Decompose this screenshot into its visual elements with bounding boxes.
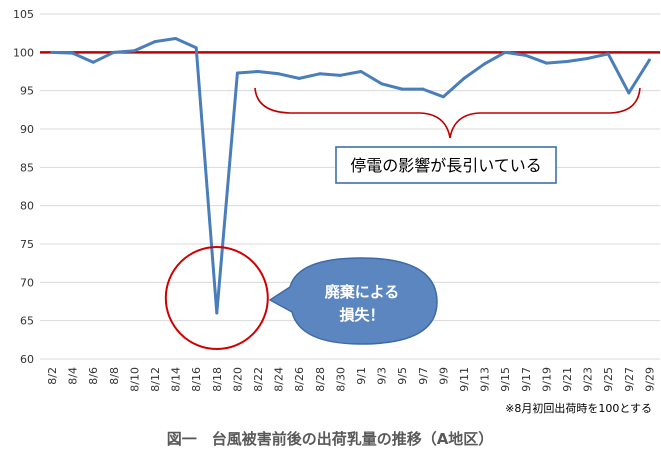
chart-note: ※8月初回出荷時を100とする	[505, 401, 652, 415]
x-tick-label: 9/13	[479, 367, 492, 392]
x-tick-label: 9/7	[417, 367, 430, 385]
y-tick-label: 105	[13, 8, 34, 21]
data-point	[91, 60, 95, 64]
data-point	[483, 62, 487, 66]
x-tick-label: 9/1	[355, 367, 368, 385]
outage-box	[335, 146, 557, 184]
x-tick-label: 8/2	[46, 367, 59, 385]
chart-title: 図一 台風被害前後の出荷乳量の推移（A地区）	[167, 430, 494, 448]
x-tick-label: 9/17	[520, 367, 533, 392]
data-point	[71, 51, 75, 55]
outage-text: 停電の影響が長引いている	[350, 156, 542, 175]
y-tick-label: 80	[20, 200, 34, 213]
data-point	[318, 72, 322, 76]
x-tick-label: 9/11	[458, 367, 471, 392]
data-point	[50, 50, 54, 54]
x-tick-label: 8/28	[314, 367, 327, 392]
x-tick-label: 9/19	[540, 367, 553, 392]
data-point	[606, 52, 610, 56]
x-tick-label: 9/27	[623, 367, 636, 392]
x-tick-label: 8/26	[293, 367, 306, 392]
data-point	[503, 50, 507, 54]
data-point	[338, 73, 342, 77]
loss-speech-bubble	[268, 257, 438, 345]
y-tick-label: 75	[20, 238, 34, 251]
data-point	[462, 76, 466, 80]
data-point	[565, 60, 569, 64]
x-tick-label: 9/9	[437, 367, 450, 385]
data-point	[153, 40, 157, 44]
x-tick-label: 8/18	[211, 367, 224, 392]
data-point	[174, 37, 178, 41]
x-tick-label: 9/25	[602, 367, 615, 392]
x-tick-label: 8/30	[334, 367, 347, 392]
x-tick-label: 8/4	[67, 367, 80, 385]
x-tick-label: 8/8	[108, 367, 121, 385]
x-tick-label: 8/10	[128, 367, 141, 392]
y-tick-label: 60	[20, 353, 34, 366]
x-tick-label: 8/6	[87, 367, 100, 385]
data-point	[194, 46, 198, 50]
data-point	[215, 311, 219, 315]
loss-text-line1: 廃棄による	[325, 283, 400, 301]
x-axis-ticks: 8/2 8/4 8/6 8/8 8/10 8/12 8/14 8/16 8/18 8/20 8/22…	[46, 367, 656, 392]
data-point	[277, 72, 281, 76]
data-points	[50, 37, 651, 315]
x-tick-label: 8/14	[170, 367, 183, 392]
y-tick-label: 70	[20, 276, 34, 289]
data-point	[132, 49, 136, 53]
x-tick-label: 8/20	[231, 367, 244, 392]
series-line	[51, 37, 651, 315]
data-point	[400, 87, 404, 91]
x-tick-label: 8/12	[149, 367, 162, 392]
x-tick-label: 8/22	[252, 367, 265, 392]
x-tick-label: 8/24	[273, 367, 286, 392]
y-tick-label: 65	[20, 315, 34, 328]
y-tick-label: 90	[20, 123, 34, 136]
loss-text-line2: 損失！	[339, 306, 384, 324]
data-point	[586, 56, 590, 60]
y-tick-label: 100	[13, 46, 34, 59]
x-tick-label: 9/5	[396, 367, 409, 385]
loss-circle	[164, 246, 269, 350]
x-tick-label: 9/29	[643, 367, 656, 392]
x-tick-label: 9/3	[376, 367, 389, 385]
x-tick-label: 9/23	[582, 367, 595, 392]
data-point	[359, 70, 363, 73]
y-axis-ticks: 60 65 70 75 80 85 90 95 100 105	[13, 8, 34, 366]
y-tick-label: 85	[20, 161, 34, 174]
data-point	[256, 70, 260, 73]
data-point	[235, 71, 239, 75]
data-point	[380, 82, 384, 86]
brace-annotation	[254, 87, 641, 139]
x-tick-label: 8/16	[190, 367, 203, 392]
x-tick-label: 9/21	[561, 367, 574, 392]
data-point	[627, 91, 631, 95]
data-point	[421, 87, 425, 91]
x-tick-label: 9/15	[499, 367, 512, 392]
data-point	[544, 61, 548, 65]
data-point	[297, 76, 301, 80]
data-point	[647, 58, 651, 62]
data-point	[524, 53, 528, 57]
data-point	[441, 95, 445, 99]
y-tick-label: 95	[20, 85, 34, 98]
data-point	[112, 50, 116, 54]
